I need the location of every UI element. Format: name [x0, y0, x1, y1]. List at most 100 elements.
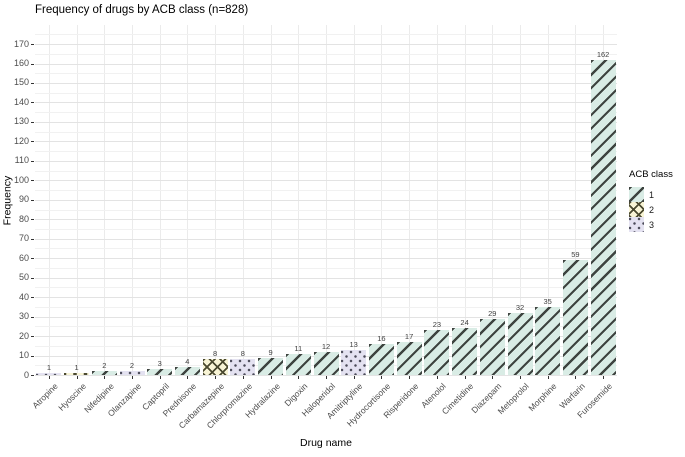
x-tick-mark: [353, 376, 355, 379]
bar-value-label: 29: [488, 308, 497, 318]
legend-label: 3: [649, 219, 655, 230]
gridline-horizontal: [35, 287, 617, 289]
bar-value-label: 2: [102, 361, 107, 371]
y-tick-mark: [31, 219, 34, 221]
y-tick-label: 70: [18, 233, 29, 244]
bar-prednisone: [174, 367, 200, 375]
gridline-horizontal: [35, 170, 617, 172]
y-tick-mark: [31, 238, 34, 240]
y-tick-label: 150: [13, 77, 29, 88]
x-tick-mark: [381, 376, 383, 379]
y-tick-mark: [31, 180, 34, 182]
bar-metoprolol: [507, 312, 533, 375]
gridline-horizontal: [35, 63, 617, 65]
bar-chlorpromazine: [230, 359, 256, 375]
gridline-horizontal: [35, 345, 617, 347]
gridline-horizontal: [35, 326, 617, 328]
y-tick-label: 30: [18, 311, 29, 322]
x-tick-mark: [159, 376, 161, 379]
bar-value-label: 1: [46, 363, 51, 373]
bar-diazepam: [479, 318, 505, 375]
gridline-horizontal: [35, 180, 617, 182]
bar-value-label: 16: [377, 333, 386, 343]
legend-label: 1: [649, 189, 655, 200]
bar-value-label: 12: [321, 341, 331, 351]
gridline-horizontal: [35, 102, 617, 104]
y-tick-label: 40: [18, 291, 29, 302]
x-axis-title: Drug name: [300, 437, 352, 449]
x-tick-mark: [76, 376, 78, 379]
y-tick-label: 170: [13, 38, 29, 49]
y-tick-label: 80: [18, 213, 29, 224]
x-tick-mark: [326, 376, 327, 379]
gridline-horizontal: [35, 248, 617, 250]
legend: ACB class 1 2 3: [629, 169, 673, 232]
bar-value-label: 17: [404, 331, 414, 341]
y-tick-label: 100: [13, 174, 29, 185]
gridline-horizontal: [35, 82, 617, 84]
gridline-horizontal: [35, 336, 617, 338]
x-tick-mark: [603, 376, 605, 379]
legend-item-class-2: 2: [629, 202, 673, 217]
plot-panel: 1 1 2 2 3 4 8 8 9 11 12 13 16 17 23 24 29 32 35 59 162: [35, 25, 617, 376]
gridline-horizontal: [35, 219, 617, 221]
y-tick-mark: [31, 258, 34, 260]
gridline-horizontal: [35, 277, 617, 279]
x-tick-mark: [436, 376, 438, 379]
gridline-horizontal: [35, 316, 617, 318]
bar-atenolol: [424, 330, 450, 375]
y-tick-label: 50: [18, 272, 29, 283]
x-tick-mark: [187, 376, 189, 379]
y-tick-mark: [31, 44, 34, 45]
gridline-horizontal: [35, 375, 617, 376]
bar-hyoscine: [64, 373, 90, 375]
gridline-horizontal: [35, 141, 617, 143]
gridline-horizontal: [35, 53, 617, 55]
bar-captopril: [147, 369, 173, 375]
y-tick-label: 110: [14, 155, 29, 166]
bar-nifedipine: [91, 371, 117, 375]
gridline-horizontal: [35, 92, 617, 94]
y-tick-mark: [31, 336, 34, 338]
y-tick-mark: [31, 102, 34, 104]
bar-risperidone: [396, 341, 422, 375]
bar-morphine: [535, 306, 561, 375]
bar-carbamazepine: [202, 359, 228, 375]
x-tick-mark: [575, 376, 577, 379]
y-tick-mark: [31, 141, 34, 143]
bar-furosemide: [590, 59, 616, 375]
gridline-horizontal: [35, 160, 617, 162]
legend-swatch-crosshatch-icon: [629, 202, 644, 217]
y-tick-mark: [31, 199, 34, 201]
gridline-horizontal: [35, 267, 617, 269]
bar-cimetidine: [452, 328, 478, 375]
gridline-horizontal: [35, 229, 617, 230]
bar-value-label: 24: [460, 318, 469, 328]
gridline-horizontal: [35, 306, 617, 308]
gridline-horizontal: [35, 297, 617, 299]
bar-value-label: 4: [185, 357, 190, 367]
y-tick-mark: [31, 316, 34, 318]
x-tick-mark: [215, 376, 217, 379]
gridline-horizontal: [35, 131, 617, 133]
bar-value-label: 2: [129, 361, 135, 371]
bar-atropine: [36, 373, 62, 375]
bar-value-label: 8: [240, 349, 245, 359]
x-tick-mark: [104, 376, 106, 379]
bar-value-label: 1: [74, 363, 79, 373]
x-tick-mark: [298, 376, 300, 379]
y-tick-label: 160: [13, 58, 29, 68]
y-tick-label: 90: [18, 194, 29, 205]
bar-olanzapine: [119, 371, 145, 375]
x-tick-mark: [464, 376, 466, 379]
legend-item-class-1: 1: [629, 187, 673, 202]
gridline-horizontal: [35, 238, 617, 240]
bar-warfarin: [562, 260, 588, 375]
bar-value-label: 59: [571, 250, 580, 260]
x-category-label: Morphine: [526, 381, 559, 414]
bar-value-label: 13: [349, 339, 358, 349]
x-tick-mark: [48, 376, 50, 379]
x-tick-mark: [409, 376, 411, 379]
x-tick-mark: [242, 376, 244, 379]
y-tick-mark: [31, 355, 34, 357]
